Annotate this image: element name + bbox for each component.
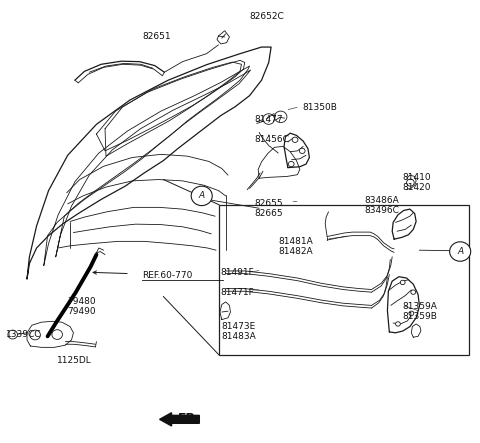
Text: 81482A: 81482A xyxy=(278,247,313,256)
Text: 83496C: 83496C xyxy=(364,206,399,214)
Circle shape xyxy=(450,242,471,261)
Text: 81477: 81477 xyxy=(254,116,283,124)
Text: 82651: 82651 xyxy=(142,31,170,40)
Text: 81410: 81410 xyxy=(403,173,432,182)
Text: 81456C: 81456C xyxy=(254,135,289,144)
Circle shape xyxy=(400,280,405,285)
Text: 81471F: 81471F xyxy=(220,288,253,297)
Circle shape xyxy=(263,114,275,124)
Text: 82652C: 82652C xyxy=(250,12,284,21)
Text: 83486A: 83486A xyxy=(364,196,399,205)
FancyArrow shape xyxy=(159,413,199,426)
Text: 81481A: 81481A xyxy=(278,237,313,246)
Text: A: A xyxy=(199,191,205,200)
Text: 81359B: 81359B xyxy=(403,311,438,320)
Text: A: A xyxy=(457,247,463,256)
Bar xyxy=(219,205,469,355)
Circle shape xyxy=(396,322,400,326)
Text: 1339CC: 1339CC xyxy=(6,330,42,338)
Text: 81483A: 81483A xyxy=(222,332,257,341)
Circle shape xyxy=(292,137,298,143)
Circle shape xyxy=(409,311,414,315)
Circle shape xyxy=(411,290,416,294)
Text: 82655: 82655 xyxy=(254,199,283,208)
Circle shape xyxy=(275,111,287,123)
Circle shape xyxy=(191,186,212,206)
Text: 82665: 82665 xyxy=(254,209,283,218)
Circle shape xyxy=(407,179,414,186)
Text: REF.60-770: REF.60-770 xyxy=(142,271,192,280)
Circle shape xyxy=(52,330,62,339)
Text: 1125DL: 1125DL xyxy=(57,356,92,365)
Text: 81473E: 81473E xyxy=(222,322,256,331)
Circle shape xyxy=(8,330,17,339)
Text: 79490: 79490 xyxy=(67,307,96,316)
Text: 81350B: 81350B xyxy=(302,103,337,112)
Circle shape xyxy=(288,161,294,167)
Text: 81420: 81420 xyxy=(403,183,431,191)
Circle shape xyxy=(30,330,40,340)
Text: FR.: FR. xyxy=(178,412,201,424)
Circle shape xyxy=(300,148,305,153)
Text: 81359A: 81359A xyxy=(403,302,438,311)
Text: 79480: 79480 xyxy=(67,297,96,307)
Text: 81491F: 81491F xyxy=(220,268,253,277)
